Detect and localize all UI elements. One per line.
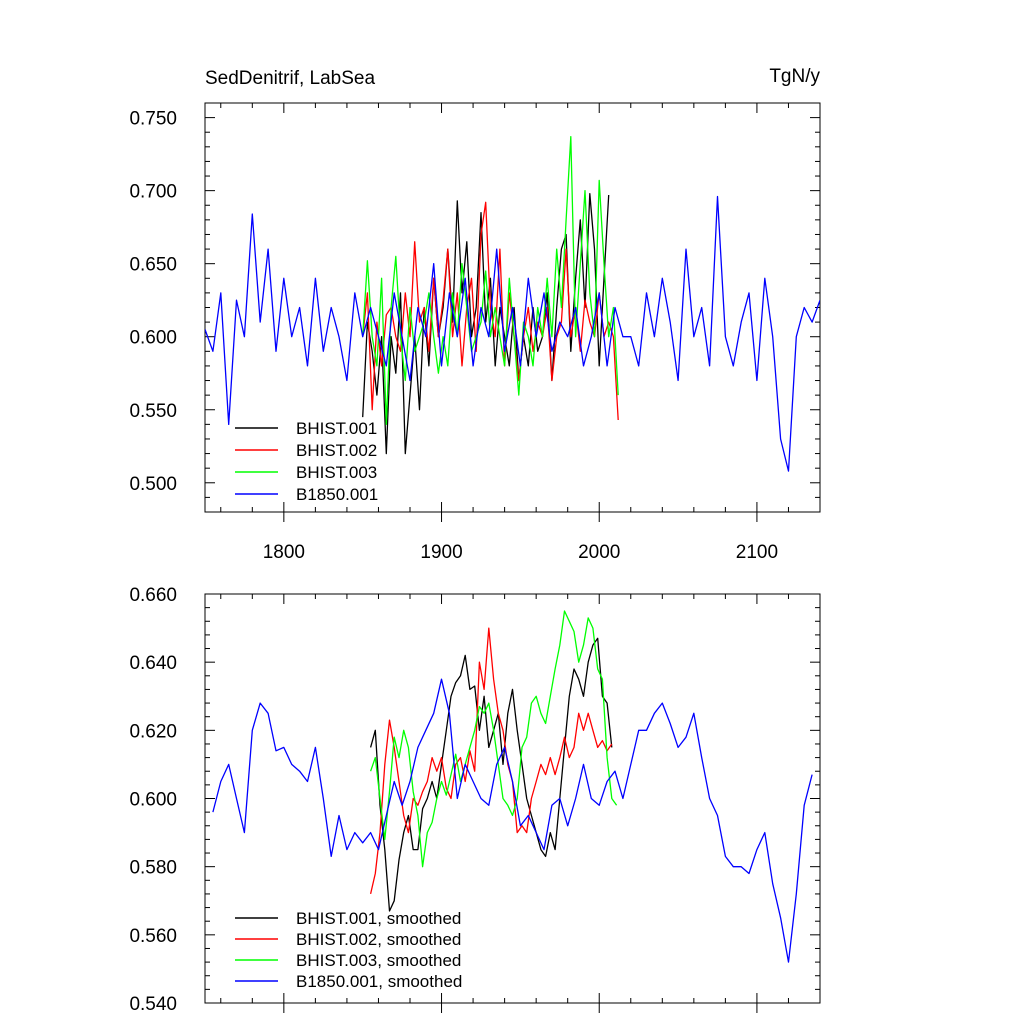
- x-tick-label: 2000: [578, 542, 620, 563]
- y-tick-label: 0.500: [129, 474, 177, 495]
- y-tick-label: 0.560: [129, 926, 177, 947]
- y-tick-label: 0.750: [129, 109, 177, 130]
- y-tick-label: 0.600: [129, 790, 177, 811]
- legend-label: B1850.001, smoothed: [296, 972, 462, 991]
- legend-label: BHIST.001, smoothed: [296, 909, 461, 928]
- y-tick-label: 0.540: [129, 994, 177, 1015]
- legend-label: BHIST.003, smoothed: [296, 951, 461, 970]
- series-line-bhist-002-smoothed: [369, 627, 613, 895]
- y-tick-label: 0.700: [129, 182, 177, 203]
- chart-title: SedDenitrif, LabSea: [205, 68, 375, 89]
- series-line-b1850-001-smoothed: [212, 678, 813, 963]
- series-group: [205, 135, 820, 472]
- top-panel: SedDenitrif, LabSea TgN/y 0.500 0.550 0.60…: [129, 66, 821, 563]
- y-tick-label: 0.550: [129, 401, 177, 422]
- y-tick-label: 0.640: [129, 653, 177, 674]
- y-tick-label: 0.580: [129, 858, 177, 879]
- legend-label: BHIST.001: [296, 419, 377, 438]
- x-tick-label: 1800: [263, 542, 305, 563]
- y-tick-label: 0.600: [129, 328, 177, 349]
- bottom-panel: 0.540 0.560 0.580 0.600 0.620 0.640 0.660 BHIST…: [129, 585, 821, 1015]
- series-line-b1850-001: [205, 195, 820, 472]
- legend-label: BHIST.002: [296, 441, 377, 460]
- legend-label: B1850.001: [296, 485, 378, 504]
- x-tick-label: 1900: [420, 542, 462, 563]
- units-label: TgN/y: [769, 66, 820, 87]
- series-line-bhist-001-smoothed: [369, 637, 613, 912]
- series-group: [212, 610, 813, 963]
- series-line-bhist-003: [362, 135, 619, 426]
- legend-label: BHIST.003: [296, 463, 377, 482]
- y-tick-label: 0.620: [129, 721, 177, 742]
- y-tick-label: 0.650: [129, 255, 177, 276]
- y-tick-label: 0.660: [129, 585, 177, 606]
- legend-label: BHIST.002, smoothed: [296, 930, 461, 949]
- x-tick-label: 2100: [736, 542, 778, 563]
